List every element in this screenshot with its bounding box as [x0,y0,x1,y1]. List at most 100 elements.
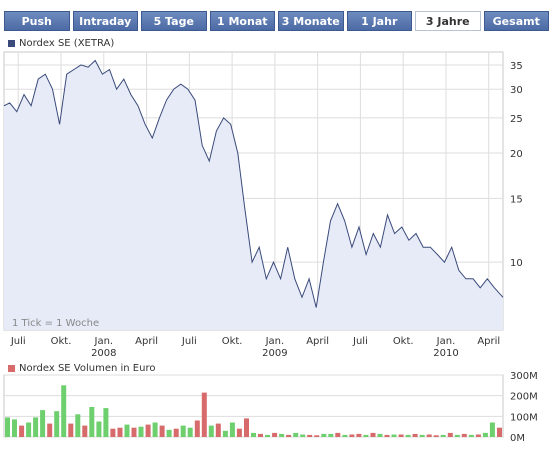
volume-bar [131,427,137,437]
volume-bar [159,425,165,437]
volume-bar [468,434,474,437]
period-tabs: Push Intraday 5 Tage 1 Monat 3 Monate 1 … [4,11,549,31]
volume-bar [152,422,158,437]
volume-bar [454,434,460,437]
price-xtick-4: Juli [181,336,197,347]
volume-ytick-300: 300M [510,371,538,382]
volume-bar [286,434,292,437]
volume-bar [208,425,214,437]
price-xtick-0: Juli [10,336,26,347]
volume-bar [370,432,376,437]
volume-bar [166,429,172,437]
volume-bar [314,435,320,437]
volume-bar [272,432,278,437]
volume-bar [54,411,60,437]
volume-bar [497,427,502,437]
volume-ytick-200: 200M [510,392,538,403]
volume-bar [75,414,81,437]
volume-bar [26,422,32,437]
volume-bar [433,435,439,437]
price-ytick-35: 35 [510,61,523,72]
volume-bar [12,419,17,437]
volume-bar [377,433,383,437]
volume-bar [321,433,327,437]
price-xtick-9: Okt. [393,336,414,347]
volume-bar [229,422,235,437]
volume-bar [447,432,453,437]
volume-bar [5,417,10,437]
volume-bar [279,433,285,437]
price-ytick-20: 20 [510,149,523,160]
volume-bar [293,432,299,437]
volume-bar [363,434,369,437]
volume-bar [68,423,74,437]
price-ytick-25: 25 [510,114,523,125]
volume-bar [398,434,404,437]
volume-ytick-0: 0M [510,433,525,444]
volume-bar [138,426,144,437]
tab-1-jahr[interactable]: 1 Jahr [346,11,412,31]
volume-bar [391,434,397,437]
volume-bar [117,427,123,437]
price-xtick-2: Jan. [94,336,114,347]
volume-bar [215,423,221,437]
volume-bar [124,424,130,437]
price-xtick-7: April [306,336,329,347]
price-xtick-3: April [135,336,158,347]
volume-bar [489,422,495,437]
volume-bar [194,420,200,437]
volume-bar [61,385,67,437]
volume-legend-swatch [8,364,15,372]
tab-5-tage[interactable]: 5 Tage [141,11,207,31]
tab-1-monat[interactable]: 1 Monat [209,11,275,31]
price-ytick-10: 10 [510,258,523,269]
tab-intraday[interactable]: Intraday [72,11,138,31]
volume-bar [482,432,488,437]
volume-bar [89,407,95,437]
price-xtick-11: April [477,336,500,347]
price-line [3,59,504,308]
price-ytick-30: 30 [510,85,523,96]
volume-bar [412,433,418,437]
volume-bar [187,427,193,437]
volume-bar [440,434,446,437]
volume-bar [201,392,207,437]
price-year-label-2009: 2009 [262,348,287,359]
price-ytick-15: 15 [510,194,523,205]
price-year-label-2010: 2010 [433,348,458,359]
volume-bar [96,421,102,437]
tab-3-jahre[interactable]: 3 Jahre [415,11,481,31]
price-year-label-2008: 2008 [91,348,116,359]
volume-bar [342,434,348,437]
volume-bar [419,434,425,437]
volume-bar [33,417,39,437]
tick-note: 1 Tick = 1 Woche [12,318,99,329]
price-xtick-5: Okt. [222,336,243,347]
volume-bar [222,430,228,437]
tab-gesamt[interactable]: Gesamt [483,11,549,31]
tab-push[interactable]: Push [4,11,70,31]
volume-bar [40,410,46,437]
volume-bar [405,434,411,437]
volume-legend-label: Nordex SE Volumen in Euro [19,362,156,374]
volume-bar [356,433,362,437]
volume-bar [265,434,270,437]
volume-legend: Nordex SE Volumen in Euro [8,362,155,374]
volume-bar [307,434,313,437]
volume-bar [251,432,256,437]
volume-bar [244,418,249,437]
price-xtick-1: Okt. [51,336,72,347]
price-xtick-8: Juli [352,336,368,347]
tab-3-monate[interactable]: 3 Monate [278,11,344,31]
volume-bar [328,433,334,437]
price-legend-label: Nordex SE (XETRA) [19,37,115,49]
volume-bar [110,428,116,437]
volume-bar [82,425,88,437]
volume-bar [47,423,53,437]
volume-bar [384,434,390,437]
volume-bar [236,428,242,437]
volume-ytick-100: 100M [510,412,538,423]
volume-bar [426,434,432,437]
volume-bar [258,433,263,437]
